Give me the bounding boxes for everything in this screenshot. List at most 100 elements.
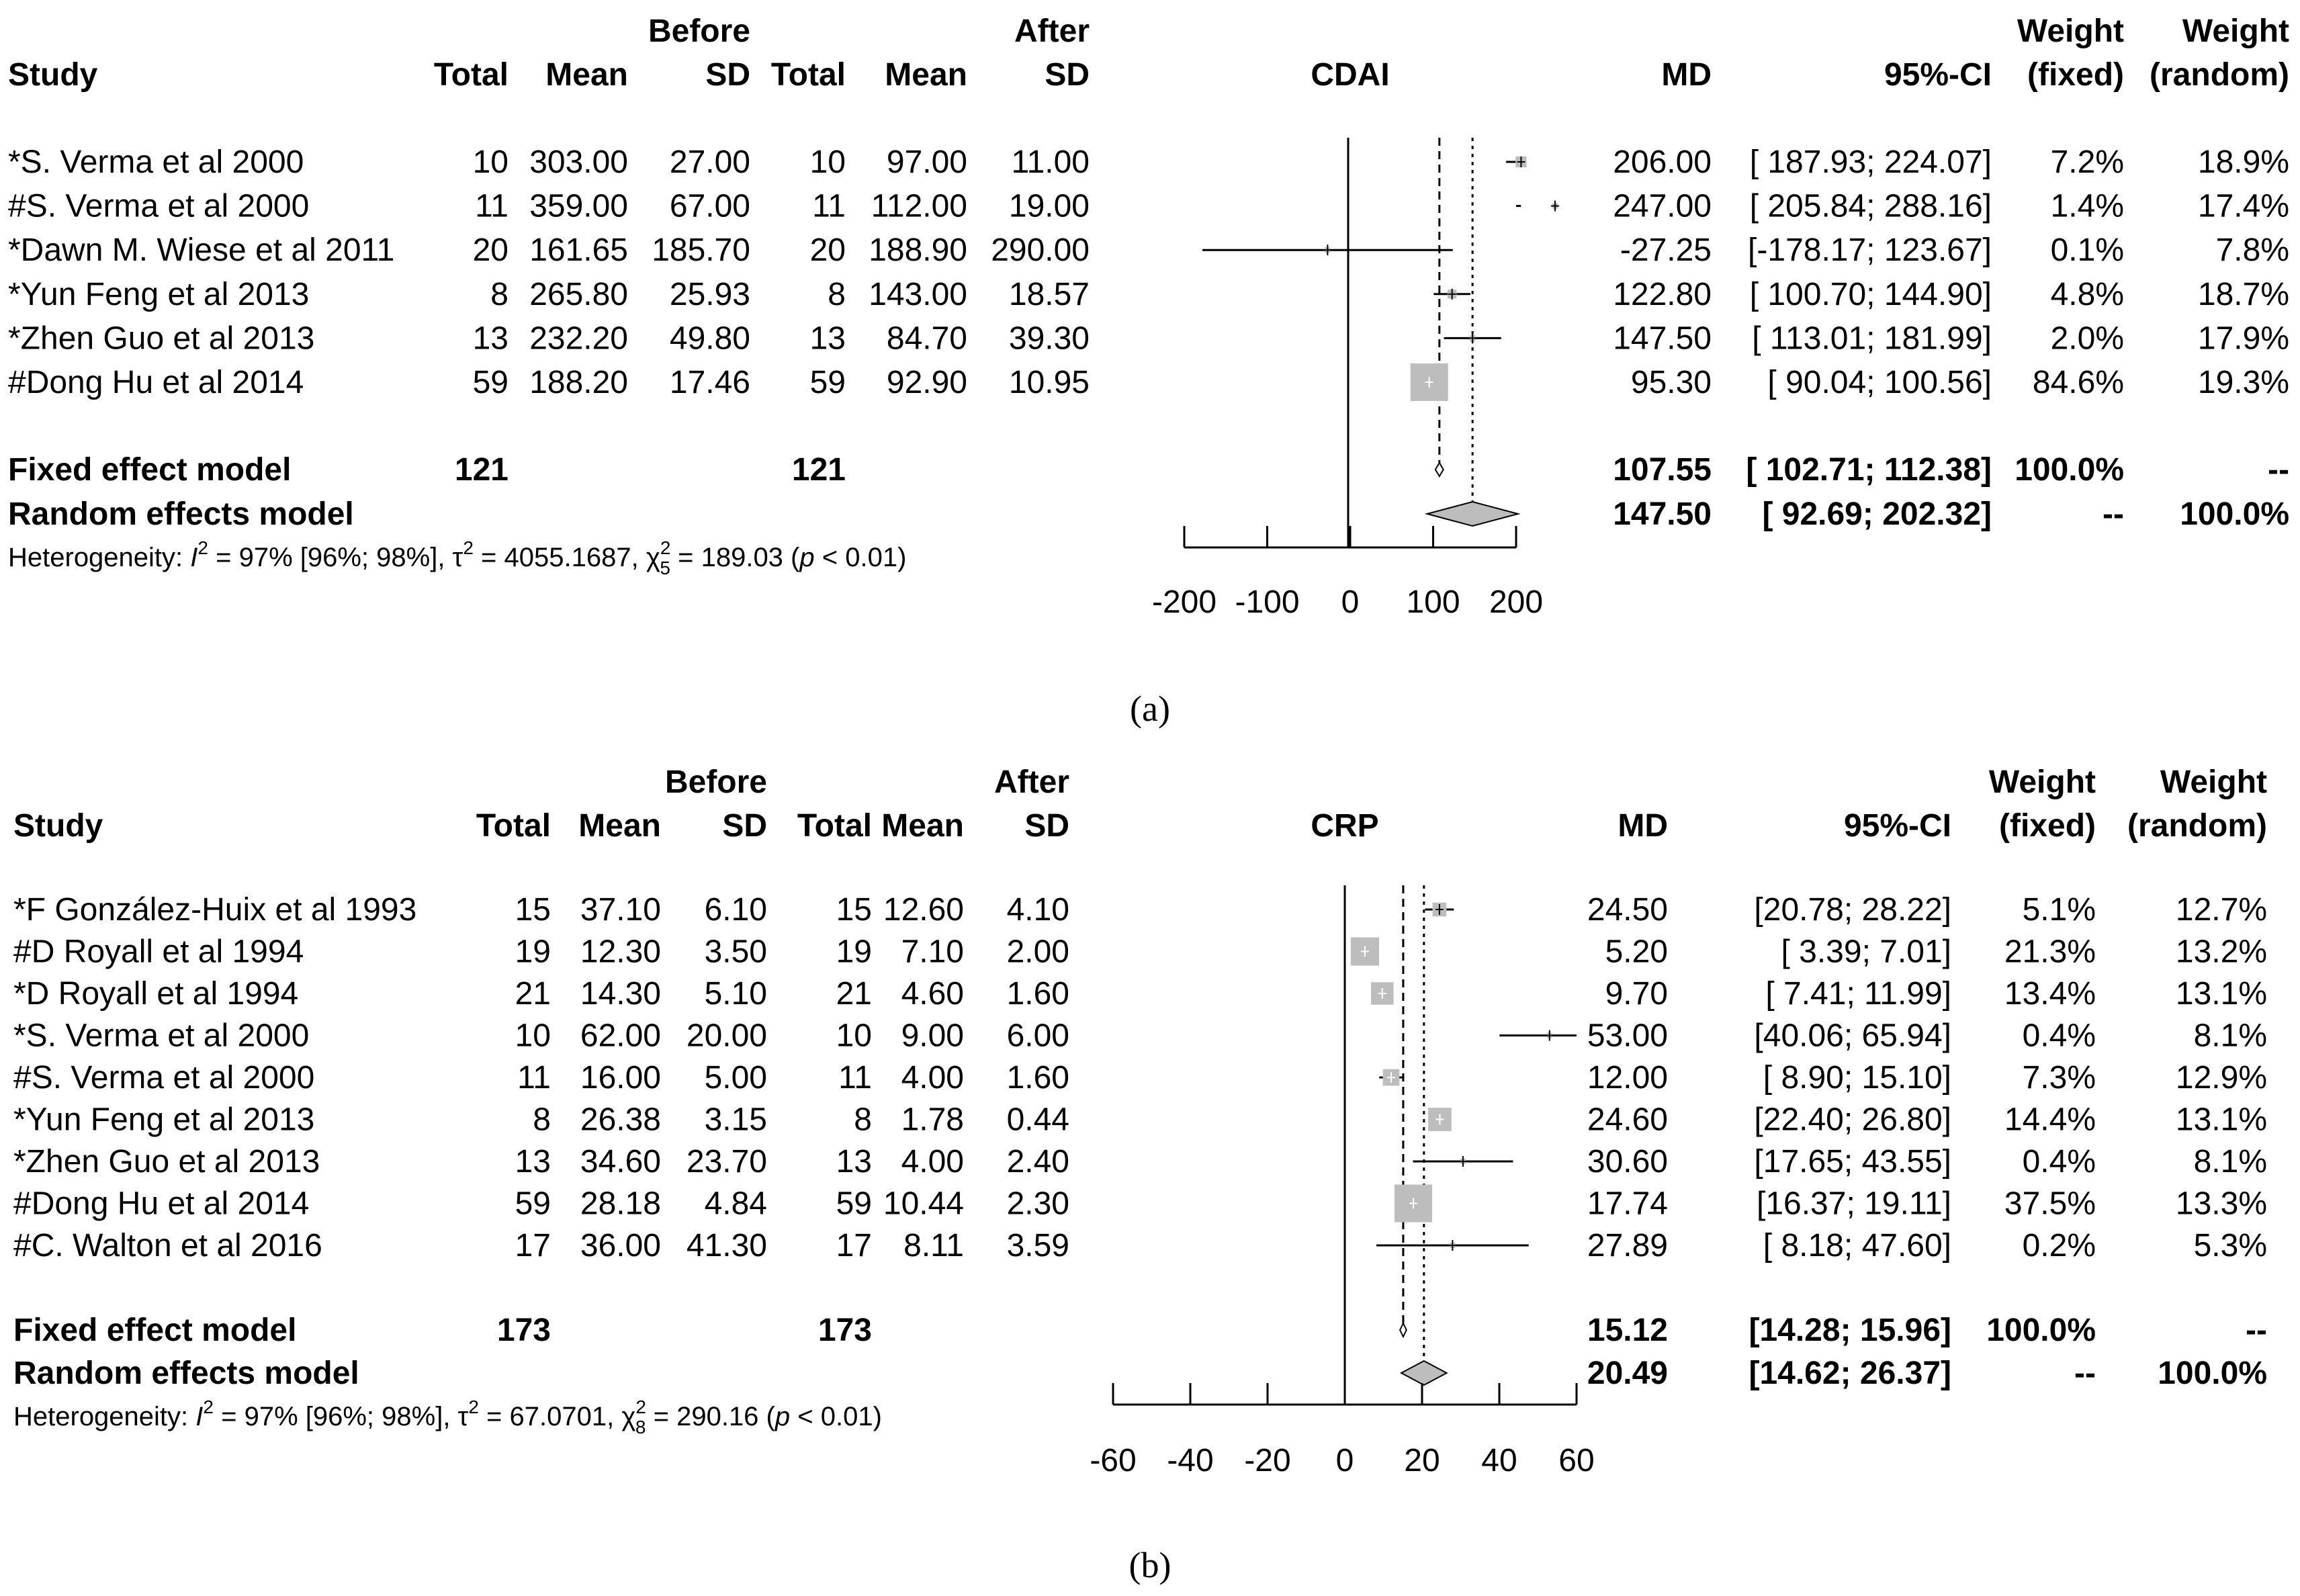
het-prefix: Heterogeneity: — [8, 543, 190, 572]
ci-cell: [ 205.84; 288.16] — [1750, 189, 1992, 224]
fixed-weight-random-cell: -- — [2246, 1313, 2267, 1348]
het-chi-symbol: χ — [646, 543, 660, 572]
before-sd-cell: 4.84 — [705, 1186, 767, 1222]
before-mean-cell: 265.80 — [529, 277, 628, 312]
weight-fixed-cell: 1.4% — [2051, 189, 2124, 224]
header-md: MD — [1661, 57, 1712, 93]
before-total-cell: 21 — [515, 976, 551, 1012]
after-sd-cell: 2.00 — [1007, 934, 1069, 970]
study-name: *S. Verma et al 2000 — [8, 144, 304, 180]
ci-cell: [ 90.04; 100.56] — [1767, 365, 1992, 400]
after-mean-cell: 4.60 — [901, 976, 964, 1012]
study-name: *Zhen Guo et al 2013 — [8, 320, 314, 356]
before-sd-cell: 5.10 — [705, 976, 767, 1012]
fixed-md-cell: 107.55 — [1613, 452, 1712, 488]
table-row: *Zhen Guo et al 2013 13 232.20 49.80 13 84.70… — [8, 320, 2289, 356]
md-cell: 30.60 — [1587, 1144, 1668, 1180]
weight-fixed-cell: 5.1% — [2023, 892, 2096, 928]
het-chi-value: = 189.03 ( — [670, 543, 800, 572]
figure-caption: (b) — [1129, 1545, 1171, 1585]
after-sd-cell: 290.00 — [991, 232, 1090, 268]
ci-cell: [ 187.93; 224.07] — [1750, 144, 1992, 180]
axis-tick-label: -40 — [1167, 1443, 1213, 1478]
before-total-cell: 13 — [473, 320, 508, 356]
header-weight-fixed-label: Weight — [1989, 764, 2096, 800]
weight-fixed-cell: 4.8% — [2051, 277, 2124, 312]
after-total-cell: 11 — [812, 189, 846, 224]
het-chi-sub: 8 — [635, 1417, 646, 1437]
header-study: Study — [8, 57, 98, 93]
after-mean-cell: 188.90 — [869, 232, 967, 268]
md-cell: 53.00 — [1587, 1018, 1668, 1054]
before-mean-cell: 161.65 — [529, 232, 628, 268]
study-name: #C. Walton et al 2016 — [13, 1228, 322, 1264]
weight-fixed-cell: 0.1% — [2051, 232, 2124, 268]
axis-tick-label: 100 — [1406, 584, 1460, 620]
after-mean-cell: 10.44 — [883, 1186, 964, 1222]
random-ci-cell: [ 92.69; 202.32] — [1762, 496, 1992, 532]
random-model-label: Random effects model — [13, 1356, 359, 1391]
header-after-total: Total — [797, 808, 872, 844]
before-mean-cell: 359.00 — [529, 189, 628, 224]
het-i2-symbol: I — [195, 1402, 203, 1431]
table-row: *Dawn M. Wiese et al 2011 20 161.65 185.70 2… — [8, 232, 2289, 268]
axis-tick-label: -20 — [1244, 1443, 1290, 1478]
before-mean-cell: 36.00 — [580, 1228, 661, 1264]
study-name: #S. Verma et al 2000 — [8, 189, 309, 224]
weight-random-cell: 18.7% — [2198, 277, 2289, 312]
axis-tick-label: 0 — [1336, 1443, 1354, 1478]
het-tau-symbol: τ — [453, 543, 463, 572]
fixed-weight-fixed-cell: 100.0% — [1986, 1313, 2096, 1348]
ci-cell: [16.37; 19.11] — [1757, 1186, 1951, 1222]
header-weight-fixed: (fixed) — [1999, 808, 2096, 844]
weight-random-cell: 13.1% — [2176, 976, 2267, 1012]
het-prefix: Heterogeneity: — [13, 1402, 195, 1431]
before-sd-cell: 27.00 — [670, 144, 750, 180]
after-total-cell: 8 — [828, 277, 846, 312]
fixed-effect-row: Fixed effect model 173 173 15.12 [14.28; 15.… — [13, 1313, 2267, 1348]
fixed-md-cell: 15.12 — [1587, 1313, 1668, 1348]
table-row: #Dong Hu et al 2014 59 188.20 17.46 59 92.90 1… — [8, 363, 2289, 401]
after-sd-cell: 19.00 — [1009, 189, 1090, 224]
study-name: #Dong Hu et al 2014 — [8, 365, 304, 400]
header-before-total: Total — [434, 57, 508, 93]
het-chi-sub: 5 — [660, 558, 670, 578]
axis-tick-label: -200 — [1152, 584, 1217, 620]
het-chi-symbol: χ — [621, 1402, 635, 1431]
weight-fixed-cell: 2.0% — [2051, 320, 2124, 356]
header-weight-random: (random) — [2127, 808, 2267, 844]
after-sd-cell: 2.40 — [1007, 1144, 1069, 1180]
before-total-cell: 10 — [473, 144, 508, 180]
het-tau-value: = 4055.1687, — [474, 543, 646, 572]
weight-fixed-cell: 0.4% — [2023, 1018, 2096, 1054]
ci-cell: [40.06; 65.94] — [1754, 1018, 1951, 1054]
header-after-group: After — [994, 764, 1069, 800]
study-name: *D Royall et al 1994 — [13, 976, 298, 1012]
after-total-cell: 17 — [836, 1228, 872, 1264]
md-cell: 17.74 — [1587, 1186, 1668, 1222]
het-p-symbol: p — [799, 543, 814, 572]
after-mean-cell: 112.00 — [871, 189, 967, 224]
header-weight-fixed-label: Weight — [2017, 13, 2124, 49]
md-cell: 247.00 — [1613, 189, 1712, 224]
random-model-label: Random effects model — [8, 496, 354, 532]
figure-caption: (a) — [1130, 689, 1170, 729]
after-mean-cell: 143.00 — [869, 277, 967, 312]
random-md-cell: 147.50 — [1613, 496, 1712, 532]
table-row: *Zhen Guo et al 2013 13 34.60 23.70 13 4.00 2.… — [13, 1144, 2267, 1180]
before-mean-cell: 188.20 — [529, 365, 628, 400]
header-after-mean: Mean — [881, 808, 964, 844]
weight-random-cell: 12.7% — [2176, 892, 2267, 928]
het-i2-value: = 97% [96%; 98%], — [214, 1402, 458, 1431]
header-after-sd: SD — [1045, 57, 1090, 93]
header-after-group: After — [1014, 13, 1090, 49]
weight-fixed-cell: 14.4% — [2004, 1102, 2096, 1138]
table-row: #S. Verma et al 2000 11 359.00 67.00 11 112.0… — [8, 189, 2289, 224]
after-sd-cell: 4.10 — [1007, 892, 1069, 928]
weight-fixed-cell: 13.4% — [2004, 976, 2096, 1012]
study-name: *Dawn M. Wiese et al 2011 — [8, 232, 394, 268]
heterogeneity-text: Heterogeneity: I2 = 97% [96%; 98%], τ2 =… — [13, 1396, 882, 1437]
weight-random-cell: 13.3% — [2176, 1186, 2267, 1222]
ci-cell: [ 8.90; 15.10] — [1763, 1060, 1951, 1096]
axis-tick-label: -100 — [1235, 584, 1299, 620]
